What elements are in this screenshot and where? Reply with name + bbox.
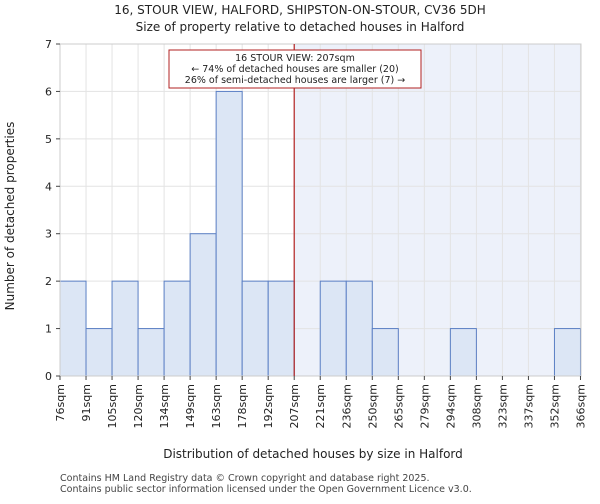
y-axis: 0 1 2 3 4 5 6 7: [45, 38, 60, 383]
chart-subtitle: Size of property relative to detached ho…: [136, 20, 465, 34]
x-tick-label-279sqm: 279sqm: [418, 384, 431, 428]
bar-120sqm: [137, 328, 165, 377]
x-tick-label-134sqm: 134sqm: [158, 384, 171, 428]
x-tick-label-294sqm: 294sqm: [444, 384, 457, 428]
bar-178sqm: [241, 280, 269, 377]
bar-221sqm: [319, 280, 347, 377]
y-tick-label-2: 2: [45, 275, 52, 288]
x-tick-label-105sqm: 105sqm: [106, 384, 119, 428]
x-tick-label-178sqm: 178sqm: [236, 384, 249, 428]
x-axis: 76sqm 91sqm 105sqm 120sqm 134sqm 149sqm 163sqm…: [54, 376, 587, 428]
y-tick-label-3: 3: [45, 228, 52, 241]
x-tick-label-366sqm: 366sqm: [574, 384, 587, 428]
bar-76sqm: [59, 280, 87, 377]
x-tick-label-221sqm: 221sqm: [314, 384, 327, 428]
x-tick-label-207sqm: 207sqm: [288, 384, 301, 428]
bar-105sqm: [111, 280, 139, 377]
bar-294sqm: [449, 328, 477, 377]
x-tick-label-192sqm: 192sqm: [262, 384, 275, 428]
bar-352sqm: [553, 328, 581, 377]
x-tick-label-76sqm: 76sqm: [54, 384, 67, 421]
bar-163sqm: [215, 90, 243, 377]
bar-91sqm: [85, 328, 113, 377]
y-tick-label-0: 0: [45, 370, 52, 383]
footer-line-1: Contains HM Land Registry data © Crown c…: [60, 473, 430, 484]
annotation-box: 16 STOUR VIEW: 207sqm ← 74% of detached …: [168, 49, 422, 89]
x-tick-label-250sqm: 250sqm: [366, 384, 379, 428]
y-tick-label-6: 6: [45, 85, 52, 98]
y-tick-label-4: 4: [45, 180, 52, 193]
chart-title: 16, STOUR VIEW, HALFORD, SHIPSTON-ON-STO…: [114, 3, 485, 17]
x-tick-label-337sqm: 337sqm: [522, 384, 535, 428]
annotation-frame: [168, 49, 422, 89]
y-tick-label-1: 1: [45, 323, 52, 336]
x-tick-label-120sqm: 120sqm: [132, 384, 145, 428]
x-tick-label-352sqm: 352sqm: [548, 384, 561, 428]
bar-134sqm: [163, 280, 191, 377]
x-tick-label-308sqm: 308sqm: [470, 384, 483, 428]
x-axis-label: Distribution of detached houses by size …: [163, 447, 463, 461]
bar-236sqm: [345, 280, 373, 377]
y-tick-label-5: 5: [45, 133, 52, 146]
x-tick-label-149sqm: 149sqm: [184, 384, 197, 428]
annotation-line-2: ← 74% of detached houses are smaller (20…: [191, 64, 398, 75]
bar-250sqm: [371, 328, 399, 377]
annotation-line-1: 16 STOUR VIEW: 207sqm: [235, 53, 355, 64]
annotation-line-3: 26% of semi-detached houses are larger (…: [185, 75, 405, 86]
footer-line-2: Contains public sector information licen…: [60, 484, 472, 495]
x-tick-label-91sqm: 91sqm: [80, 384, 93, 421]
y-tick-label-7: 7: [45, 38, 52, 51]
x-tick-label-265sqm: 265sqm: [392, 384, 405, 428]
bar-192sqm: [267, 280, 295, 377]
x-tick-label-323sqm: 323sqm: [496, 384, 509, 428]
y-axis-label: Number of detached properties: [3, 122, 17, 311]
x-tick-label-163sqm: 163sqm: [210, 384, 223, 428]
x-tick-label-236sqm: 236sqm: [340, 384, 353, 428]
bars: [59, 90, 581, 377]
bar-149sqm: [189, 233, 217, 377]
